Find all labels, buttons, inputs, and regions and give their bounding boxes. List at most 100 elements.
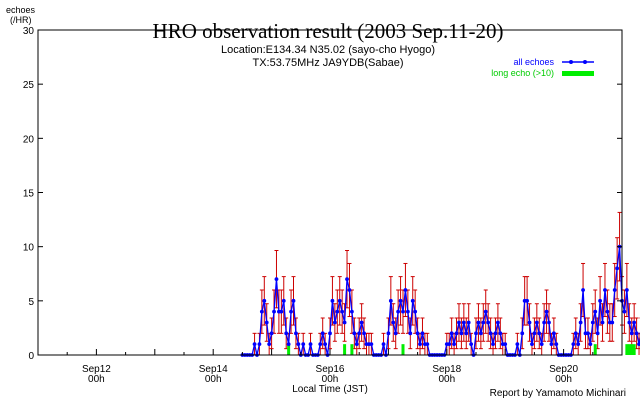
all-echoes-point bbox=[525, 298, 529, 303]
x-tick-label: Sep18 bbox=[432, 364, 461, 375]
y-tick-label: 25 bbox=[23, 80, 35, 91]
all-echoes-point bbox=[520, 331, 525, 336]
credit-text: Report by Yamamoto Michinari bbox=[490, 388, 626, 399]
all-echoes-point bbox=[488, 331, 493, 336]
all-echoes-point bbox=[342, 320, 347, 325]
all-echoes-point bbox=[279, 309, 284, 314]
all-echoes-point bbox=[483, 309, 488, 314]
all-echoes-point bbox=[425, 342, 430, 347]
all-echoes-point bbox=[464, 331, 469, 336]
plot-area bbox=[240, 211, 640, 357]
all-echoes-point bbox=[610, 320, 615, 325]
all-echoes-point bbox=[496, 320, 500, 325]
all-echoes-point bbox=[403, 288, 408, 292]
all-echoes-point bbox=[544, 309, 549, 314]
all-echoes-point bbox=[359, 320, 364, 325]
long-echo-bar bbox=[401, 344, 405, 355]
all-echoes-point bbox=[391, 320, 396, 325]
all-echoes-point bbox=[603, 288, 607, 292]
x-axis-label: Local Time (JST) bbox=[292, 384, 368, 395]
all-echoes-point bbox=[410, 298, 415, 303]
all-echoes-point bbox=[493, 331, 498, 336]
all-echoes-point bbox=[457, 320, 461, 325]
long-echo-bar bbox=[593, 344, 597, 355]
all-echoes-point bbox=[503, 342, 508, 347]
all-echoes-point bbox=[615, 266, 620, 271]
all-echoes-point bbox=[634, 331, 639, 336]
all-echoes-point bbox=[294, 331, 298, 336]
y-tick-label: 10 bbox=[23, 243, 35, 254]
all-echoes-point bbox=[547, 320, 551, 325]
all-echoes-point bbox=[301, 342, 306, 347]
all-echoes-point bbox=[259, 309, 264, 314]
chart-subtitle-tx: TX:53.75MHz JA9YDB(Sabae) bbox=[252, 57, 403, 69]
x-tick-label: Sep14 bbox=[199, 364, 228, 375]
all-echoes-point bbox=[289, 309, 293, 314]
long-echo-bar bbox=[287, 344, 291, 355]
plot-frame bbox=[37, 29, 623, 356]
axes: 051015202530Sep1200hSep1400hSep1600hSep1… bbox=[23, 26, 623, 385]
long-echo-bar bbox=[343, 344, 347, 355]
all-echoes-point bbox=[542, 320, 547, 325]
long-echo-bar bbox=[630, 344, 634, 355]
all-echoes-point bbox=[308, 342, 313, 347]
all-echoes-point bbox=[486, 320, 491, 325]
all-echoes-point bbox=[272, 309, 276, 314]
all-echoes-point bbox=[381, 342, 386, 347]
all-echoes-point bbox=[340, 309, 345, 314]
all-echoes-point bbox=[328, 331, 332, 336]
x-tick-label-time: 00h bbox=[322, 374, 339, 385]
x-tick-label-time: 00h bbox=[205, 374, 222, 385]
all-echoes-point bbox=[398, 298, 403, 303]
y-axis-label-line1: echoes bbox=[6, 5, 36, 15]
all-echoes-point bbox=[396, 309, 401, 314]
all-echoes-point bbox=[573, 331, 578, 336]
all-echoes-point bbox=[476, 320, 481, 325]
all-echoes-point bbox=[612, 288, 617, 292]
x-tick-label-time: 00h bbox=[555, 374, 572, 385]
x-tick-label-time: 00h bbox=[88, 374, 105, 385]
all-echoes-point bbox=[345, 277, 349, 282]
all-echoes-point bbox=[534, 320, 539, 325]
x-tick-label-time: 00h bbox=[438, 374, 455, 385]
all-echoes-point bbox=[420, 331, 425, 336]
all-echoes-point bbox=[539, 342, 544, 347]
all-echoes-point bbox=[632, 320, 637, 325]
y-tick-label: 5 bbox=[28, 297, 34, 308]
all-echoes-point bbox=[357, 331, 362, 336]
all-echoes-point bbox=[386, 331, 391, 336]
all-echoes-point bbox=[498, 331, 503, 336]
all-echoes-point bbox=[588, 342, 593, 347]
all-echoes-point bbox=[284, 331, 289, 336]
all-echoes-point bbox=[350, 309, 354, 314]
all-echoes-point bbox=[622, 309, 627, 314]
all-echoes-point bbox=[537, 331, 542, 336]
all-echoes-point bbox=[491, 342, 495, 347]
all-echoes-point bbox=[352, 331, 357, 336]
all-echoes-point bbox=[401, 309, 405, 314]
all-echoes-point bbox=[598, 298, 602, 303]
all-echoes-point bbox=[274, 277, 279, 282]
x-tick-label: Sep12 bbox=[82, 364, 111, 375]
all-echoes-point bbox=[262, 298, 267, 303]
long-echo-bar bbox=[625, 344, 629, 355]
y-tick-label: 20 bbox=[23, 134, 35, 145]
all-echoes-point bbox=[554, 342, 559, 347]
all-echoes-point bbox=[281, 298, 286, 303]
y-tick-label: 30 bbox=[23, 26, 35, 37]
long-echo-bar bbox=[627, 344, 631, 355]
all-echoes-point bbox=[605, 309, 610, 314]
all-echoes-point bbox=[624, 288, 629, 292]
all-echoes-point bbox=[330, 298, 335, 303]
y-tick-label: 0 bbox=[28, 351, 34, 362]
all-echoes-point bbox=[393, 331, 398, 336]
all-echoes-point bbox=[454, 331, 459, 336]
all-echoes-point bbox=[581, 288, 585, 292]
all-echoes-point bbox=[388, 298, 393, 303]
x-tick-label: Sep20 bbox=[549, 364, 578, 375]
all-echoes-point bbox=[369, 342, 374, 347]
all-echoes-point bbox=[413, 309, 418, 314]
all-echoes-point bbox=[527, 320, 532, 325]
legend-label-long-echo: long echo (>10) bbox=[491, 68, 554, 78]
all-echoes-point bbox=[320, 331, 325, 336]
